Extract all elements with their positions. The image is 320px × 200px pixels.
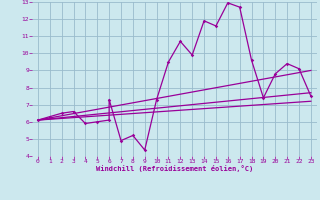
X-axis label: Windchill (Refroidissement éolien,°C): Windchill (Refroidissement éolien,°C) — [96, 165, 253, 172]
